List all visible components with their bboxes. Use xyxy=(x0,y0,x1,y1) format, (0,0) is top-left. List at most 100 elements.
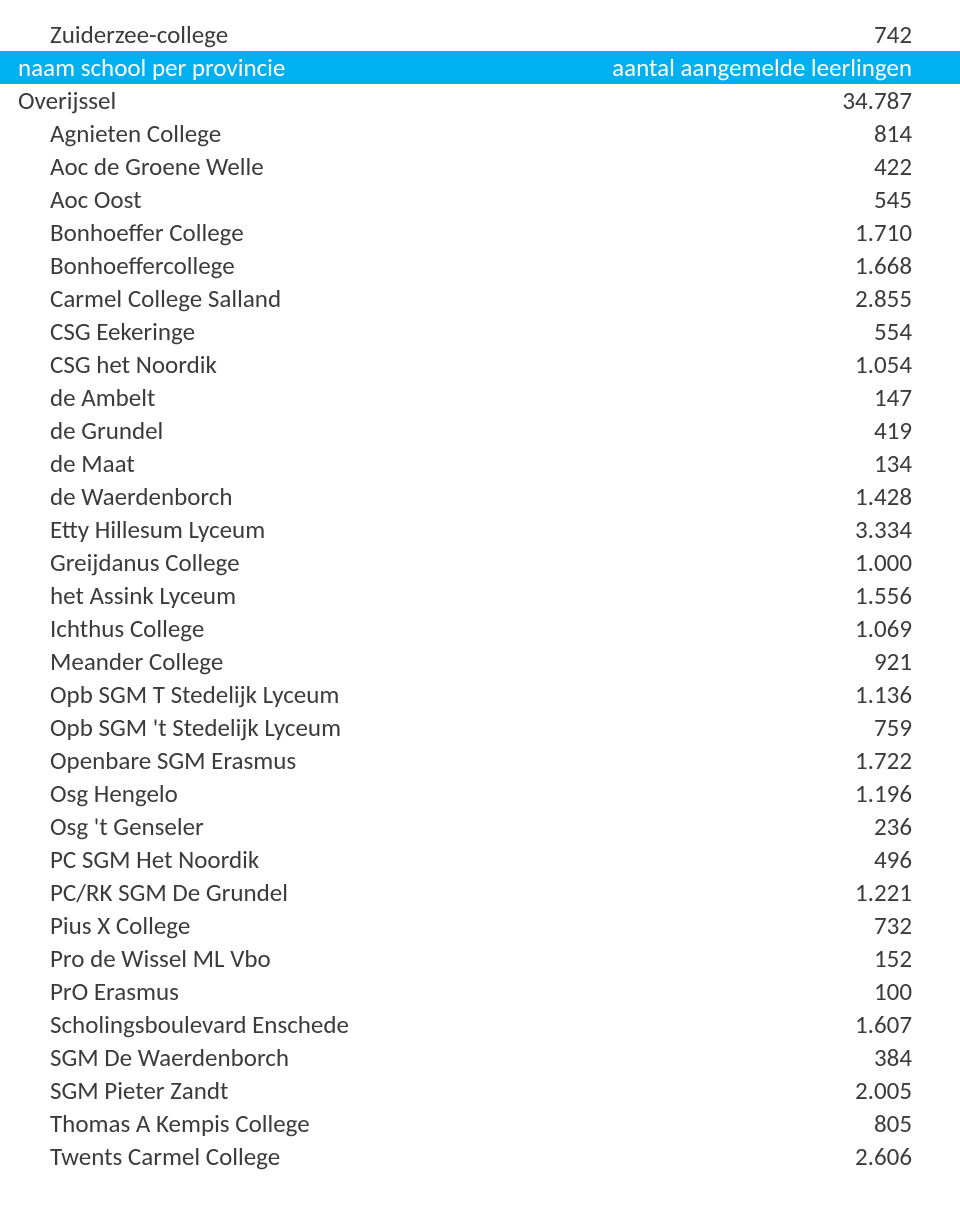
table-row: Twents Carmel College2.606 xyxy=(18,1140,912,1173)
schools-list: Agnieten College814Aoc de Groene Welle42… xyxy=(18,117,912,1173)
school-name: de Maat xyxy=(18,447,862,480)
school-value: 3.334 xyxy=(843,513,912,546)
school-name: Agnieten College xyxy=(18,117,862,150)
school-name: Scholingsboulevard Enschede xyxy=(18,1008,843,1041)
school-name: Osg Hengelo xyxy=(18,777,843,810)
school-name: Greijdanus College xyxy=(18,546,843,579)
table-row: de Waerdenborch1.428 xyxy=(18,480,912,513)
table-row: Openbare SGM Erasmus1.722 xyxy=(18,744,912,777)
school-name: CSG Eekeringe xyxy=(18,315,862,348)
school-value: 1.221 xyxy=(843,876,912,909)
school-value: 422 xyxy=(862,150,912,183)
school-name: SGM Pieter Zandt xyxy=(18,1074,843,1107)
document-container: Zuiderzee-college 742 naam school per pr… xyxy=(0,0,960,1193)
province-row: Overijssel 34.787 xyxy=(18,84,912,117)
school-value: 496 xyxy=(862,843,912,876)
school-name: Zuiderzee-college xyxy=(18,18,862,51)
table-row: Bonhoeffer College1.710 xyxy=(18,216,912,249)
school-name: Carmel College Salland xyxy=(18,282,843,315)
school-value: 152 xyxy=(862,942,912,975)
school-name: Twents Carmel College xyxy=(18,1140,843,1173)
school-value: 805 xyxy=(862,1107,912,1140)
school-name: Opb SGM T Stedelijk Lyceum xyxy=(18,678,843,711)
school-name: SGM De Waerdenborch xyxy=(18,1041,862,1074)
table-row: Aoc Oost545 xyxy=(18,183,912,216)
table-header: naam school per provincie aantal aangeme… xyxy=(0,51,960,84)
school-name: Openbare SGM Erasmus xyxy=(18,744,843,777)
school-name: Aoc de Groene Welle xyxy=(18,150,862,183)
school-value: 1.196 xyxy=(843,777,912,810)
school-value: 1.000 xyxy=(843,546,912,579)
school-value: 1.710 xyxy=(843,216,912,249)
school-value: 1.607 xyxy=(843,1008,912,1041)
table-row: Osg 't Genseler236 xyxy=(18,810,912,843)
table-row: PrO Erasmus100 xyxy=(18,975,912,1008)
table-row: het Assink Lyceum1.556 xyxy=(18,579,912,612)
school-value: 134 xyxy=(862,447,912,480)
school-value: 1.428 xyxy=(843,480,912,513)
school-name: Osg 't Genseler xyxy=(18,810,862,843)
school-value: 554 xyxy=(862,315,912,348)
school-name: CSG het Noordik xyxy=(18,348,843,381)
school-name: de Grundel xyxy=(18,414,862,447)
school-name: Ichthus College xyxy=(18,612,843,645)
school-name: het Assink Lyceum xyxy=(18,579,843,612)
table-row: PC SGM Het Noordik496 xyxy=(18,843,912,876)
school-name: Pius X College xyxy=(18,909,862,942)
table-row: Opb SGM T Stedelijk Lyceum1.136 xyxy=(18,678,912,711)
school-value: 419 xyxy=(862,414,912,447)
table-row: Aoc de Groene Welle422 xyxy=(18,150,912,183)
school-name: de Ambelt xyxy=(18,381,862,414)
school-value: 759 xyxy=(862,711,912,744)
school-value: 100 xyxy=(862,975,912,1008)
table-row: Thomas A Kempis College805 xyxy=(18,1107,912,1140)
school-value: 1.054 xyxy=(843,348,912,381)
school-name: Opb SGM 't Stedelijk Lyceum xyxy=(18,711,862,744)
school-name: PrO Erasmus xyxy=(18,975,862,1008)
school-name: Aoc Oost xyxy=(18,183,862,216)
school-value: 147 xyxy=(862,381,912,414)
province-name: Overijssel xyxy=(18,84,830,117)
table-row: CSG Eekeringe554 xyxy=(18,315,912,348)
school-value: 1.556 xyxy=(843,579,912,612)
province-value: 34.787 xyxy=(830,84,912,117)
school-name: Thomas A Kempis College xyxy=(18,1107,862,1140)
school-value: 1.668 xyxy=(843,249,912,282)
school-name: Pro de Wissel ML Vbo xyxy=(18,942,862,975)
table-row: Greijdanus College1.000 xyxy=(18,546,912,579)
school-value: 545 xyxy=(862,183,912,216)
school-value: 2.005 xyxy=(843,1074,912,1107)
school-value: 236 xyxy=(862,810,912,843)
school-value: 2.606 xyxy=(843,1140,912,1173)
table-row: Pius X College732 xyxy=(18,909,912,942)
table-row: Etty Hillesum Lyceum3.334 xyxy=(18,513,912,546)
header-left: naam school per provincie xyxy=(18,51,600,84)
school-value: 1.722 xyxy=(843,744,912,777)
school-name: Bonhoeffer College xyxy=(18,216,843,249)
table-row: CSG het Noordik1.054 xyxy=(18,348,912,381)
school-value: 1.069 xyxy=(843,612,912,645)
table-row: Scholingsboulevard Enschede1.607 xyxy=(18,1008,912,1041)
table-row: de Ambelt147 xyxy=(18,381,912,414)
school-name: PC/RK SGM De Grundel xyxy=(18,876,843,909)
table-row: Pro de Wissel ML Vbo152 xyxy=(18,942,912,975)
school-name: Meander College xyxy=(18,645,862,678)
school-value: 2.855 xyxy=(843,282,912,315)
table-row: Bonhoeffercollege1.668 xyxy=(18,249,912,282)
school-value: 814 xyxy=(862,117,912,150)
school-name: Bonhoeffercollege xyxy=(18,249,843,282)
school-value: 732 xyxy=(862,909,912,942)
table-row: SGM De Waerdenborch384 xyxy=(18,1041,912,1074)
table-row: Opb SGM 't Stedelijk Lyceum759 xyxy=(18,711,912,744)
table-row: Ichthus College1.069 xyxy=(18,612,912,645)
table-row: SGM Pieter Zandt2.005 xyxy=(18,1074,912,1107)
table-row: Meander College921 xyxy=(18,645,912,678)
table-row: Zuiderzee-college 742 xyxy=(18,18,912,51)
header-right: aantal aangemelde leerlingen xyxy=(600,51,912,84)
school-value: 742 xyxy=(862,18,912,51)
table-row: Carmel College Salland2.855 xyxy=(18,282,912,315)
school-value: 921 xyxy=(862,645,912,678)
table-row: de Maat134 xyxy=(18,447,912,480)
table-row: Agnieten College814 xyxy=(18,117,912,150)
table-row: PC/RK SGM De Grundel1.221 xyxy=(18,876,912,909)
